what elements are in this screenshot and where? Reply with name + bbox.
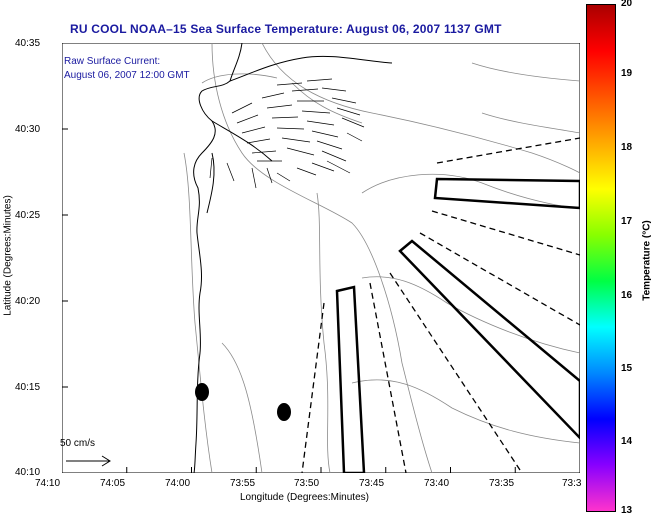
y-axis-label: Latitude (Degrees:Minutes) — [2, 195, 14, 316]
map-plot-area — [62, 43, 580, 473]
x-tick-label: 73:3 — [562, 478, 582, 489]
station-marker — [195, 383, 209, 401]
bathymetry-contours — [183, 43, 580, 473]
colorbar-tick-label: 20 — [621, 0, 633, 9]
station-marker — [277, 403, 291, 421]
x-axis-label: Longitude (Degrees:Minutes) — [240, 492, 369, 503]
x-tick-label: 73:35 — [489, 478, 515, 489]
colorbar-tick-label: 19 — [621, 68, 633, 79]
x-tick-label: 73:45 — [359, 478, 385, 489]
current-legend-line1: Raw Surface Current: — [64, 56, 161, 67]
scale-label: 50 cm/s — [60, 438, 96, 449]
plot-frame — [62, 43, 580, 473]
y-tick-label: 40:20 — [15, 296, 41, 307]
current-legend-line2: August 06, 2007 12:00 GMT — [64, 70, 190, 81]
x-tick-label: 73:50 — [294, 478, 320, 489]
x-tick-label: 74:10 — [35, 478, 61, 489]
hf-radar-wedges — [301, 137, 580, 473]
temperature-colorbar — [586, 4, 616, 512]
colorbar-tick-label: 16 — [621, 290, 633, 301]
x-ticks — [62, 467, 516, 473]
y-tick-label: 40:10 — [15, 467, 41, 478]
map-title: RU COOL NOAA–15 Sea Surface Temperature:… — [70, 22, 502, 36]
colorbar-tick-label: 14 — [621, 436, 633, 447]
y-tick-label: 40:25 — [15, 210, 41, 221]
scale-arrow — [66, 455, 111, 467]
y-tick-label: 40:15 — [15, 382, 41, 393]
x-tick-label: 74:05 — [100, 478, 126, 489]
x-tick-label: 74:00 — [165, 478, 191, 489]
colorbar-tick-label: 18 — [621, 142, 633, 153]
surface-current-vectors — [209, 78, 365, 189]
colorbar-tick-label: 15 — [621, 363, 633, 374]
x-tick-label: 73:40 — [424, 478, 450, 489]
x-tick-label: 73:55 — [230, 478, 256, 489]
y-tick-label: 40:35 — [15, 38, 41, 49]
colorbar-label: Temperature (°C) — [641, 220, 651, 301]
y-tick-label: 40:30 — [15, 124, 41, 135]
colorbar-tick-label: 13 — [621, 505, 633, 516]
colorbar-tick-label: 17 — [621, 216, 633, 227]
y-ticks — [62, 43, 68, 388]
